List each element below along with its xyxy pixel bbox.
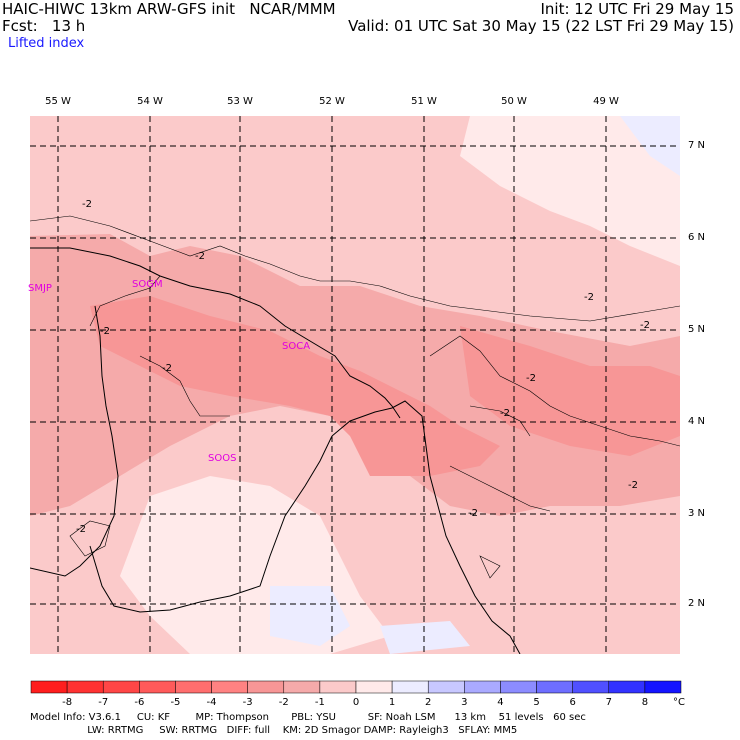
colorbar-swatch	[536, 680, 573, 694]
lon-label-52w: 52 W	[319, 96, 345, 107]
contour-label: -2	[640, 320, 650, 331]
lat-label-3n: 3 N	[688, 508, 706, 519]
contour-line-8	[479, 555, 501, 579]
contour-line-4	[429, 335, 680, 447]
border-fr-guiana-brazil-west	[89, 435, 333, 613]
lat-label-7n: 7 N	[688, 140, 706, 151]
colorbar-swatch	[608, 680, 646, 694]
contour-label: -2	[526, 373, 536, 384]
colorbar-swatch	[102, 680, 140, 694]
lon-label-53w: 53 W	[227, 96, 253, 107]
colorbar-tick-label: 0	[352, 697, 360, 708]
contour-line-7	[69, 520, 111, 557]
lat-label-5n: 5 N	[688, 324, 706, 335]
colorbar-tick-label: -4	[206, 697, 217, 708]
contour-line-5	[469, 405, 531, 437]
colorbar-swatch	[247, 680, 285, 694]
colorbar-swatch	[283, 680, 321, 694]
model-info-line2: LW: RRTMG SW: RRTMG DIFF: full KM: 2D Sm…	[30, 725, 518, 736]
colorbar-tick-label: 3	[461, 697, 468, 708]
station-sogm: SOGM	[132, 279, 163, 290]
colorbar-tick-label: 6	[569, 697, 576, 708]
contour-line-1	[30, 215, 680, 322]
lon-label-49w: 49 W	[593, 96, 619, 107]
colorbar-swatch	[319, 680, 357, 694]
contour-label: -2	[584, 292, 594, 303]
lon-label-50w: 50 W	[501, 96, 527, 107]
contour-label: -2	[195, 251, 205, 262]
colorbar-swatch	[500, 680, 537, 694]
contour-line-6	[449, 465, 551, 512]
lat-label-6n: 6 N	[688, 232, 706, 243]
station-smjp: SMJP	[28, 283, 52, 294]
border-suriname-fr-guiana	[30, 305, 119, 577]
shade-region-light-ne	[460, 116, 680, 266]
colorbar-tick-label: 7	[605, 697, 612, 708]
colorbar-unit: °C	[673, 697, 685, 708]
colorbar-tick-label: -3	[242, 697, 253, 708]
colorbar-tick-label: 4	[497, 697, 504, 708]
lon-label-51w: 51 W	[411, 96, 437, 107]
shade-region-pale-bottom	[380, 621, 470, 654]
colorbar-swatch	[391, 680, 429, 694]
border-oyapock	[331, 400, 521, 654]
colorbar-swatch	[464, 680, 501, 694]
lon-label-55w: 55 W	[45, 96, 71, 107]
station-soos: SOOS	[208, 453, 237, 464]
colorbar-tick-label: -2	[278, 697, 289, 708]
contour-label: -2	[82, 199, 92, 210]
colorbar-tick-label: -1	[314, 697, 325, 708]
coastline	[30, 247, 401, 419]
lat-label-4n: 4 N	[688, 416, 706, 427]
lat-label-2n: 2 N	[688, 598, 706, 609]
shade-region-strong-east	[460, 326, 680, 456]
lifted-index-map	[30, 116, 680, 654]
colorbar-swatch	[66, 680, 104, 694]
colorbar-tick-label: 1	[388, 697, 396, 708]
contour-label: -2	[468, 508, 478, 519]
contour-line-3	[139, 355, 230, 417]
forecast-hour: Fcst: 13 h	[2, 17, 86, 35]
model-info-line1: Model Info: V3.6.1 CU: KF MP: Thompson P…	[30, 712, 586, 723]
init-time: Init: 12 UTC Fri 29 May 15	[540, 0, 734, 18]
colorbar-tick-label: 8	[641, 697, 649, 708]
colorbar-tick-label: 5	[533, 697, 540, 708]
shade-region-pale-southeast	[270, 586, 350, 646]
colorbar-swatch	[30, 680, 68, 694]
field-name: Lifted index	[8, 36, 85, 51]
colorbar-swatch	[211, 680, 248, 694]
colorbar-swatch	[572, 680, 610, 694]
station-soca: SOCA	[282, 341, 311, 352]
valid-time: Valid: 01 UTC Sat 30 May 15 (22 LST Fri …	[348, 17, 734, 35]
model-title: HAIC-HIWC 13km ARW-GFS init NCAR/MMM	[2, 0, 336, 18]
colorbar-swatch	[175, 680, 212, 694]
colorbar-swatch	[355, 680, 393, 694]
colorbar-swatch	[427, 680, 465, 694]
colorbar-tick-label: -8	[62, 697, 73, 708]
contours	[30, 215, 680, 579]
contour-line-2	[89, 275, 161, 327]
colorbar-tick-label: -6	[134, 697, 145, 708]
contour-label: -2	[162, 363, 172, 374]
contour-label: -2	[100, 326, 110, 337]
colorbar	[30, 680, 682, 694]
shade-region-strong-coast	[90, 296, 500, 476]
colorbar-tick-label: -7	[98, 697, 109, 708]
colorbar-swatch	[644, 680, 682, 694]
colorbar-swatch	[139, 680, 176, 694]
colorbar-tick-label: -5	[170, 697, 181, 708]
graticule	[30, 116, 680, 654]
contour-label: -2	[76, 524, 86, 535]
contour-label: -2	[500, 408, 510, 419]
colorbar-tick-label: 2	[425, 697, 432, 708]
lon-label-54w: 54 W	[137, 96, 163, 107]
contour-label: -2	[628, 480, 638, 491]
borders	[30, 247, 521, 654]
